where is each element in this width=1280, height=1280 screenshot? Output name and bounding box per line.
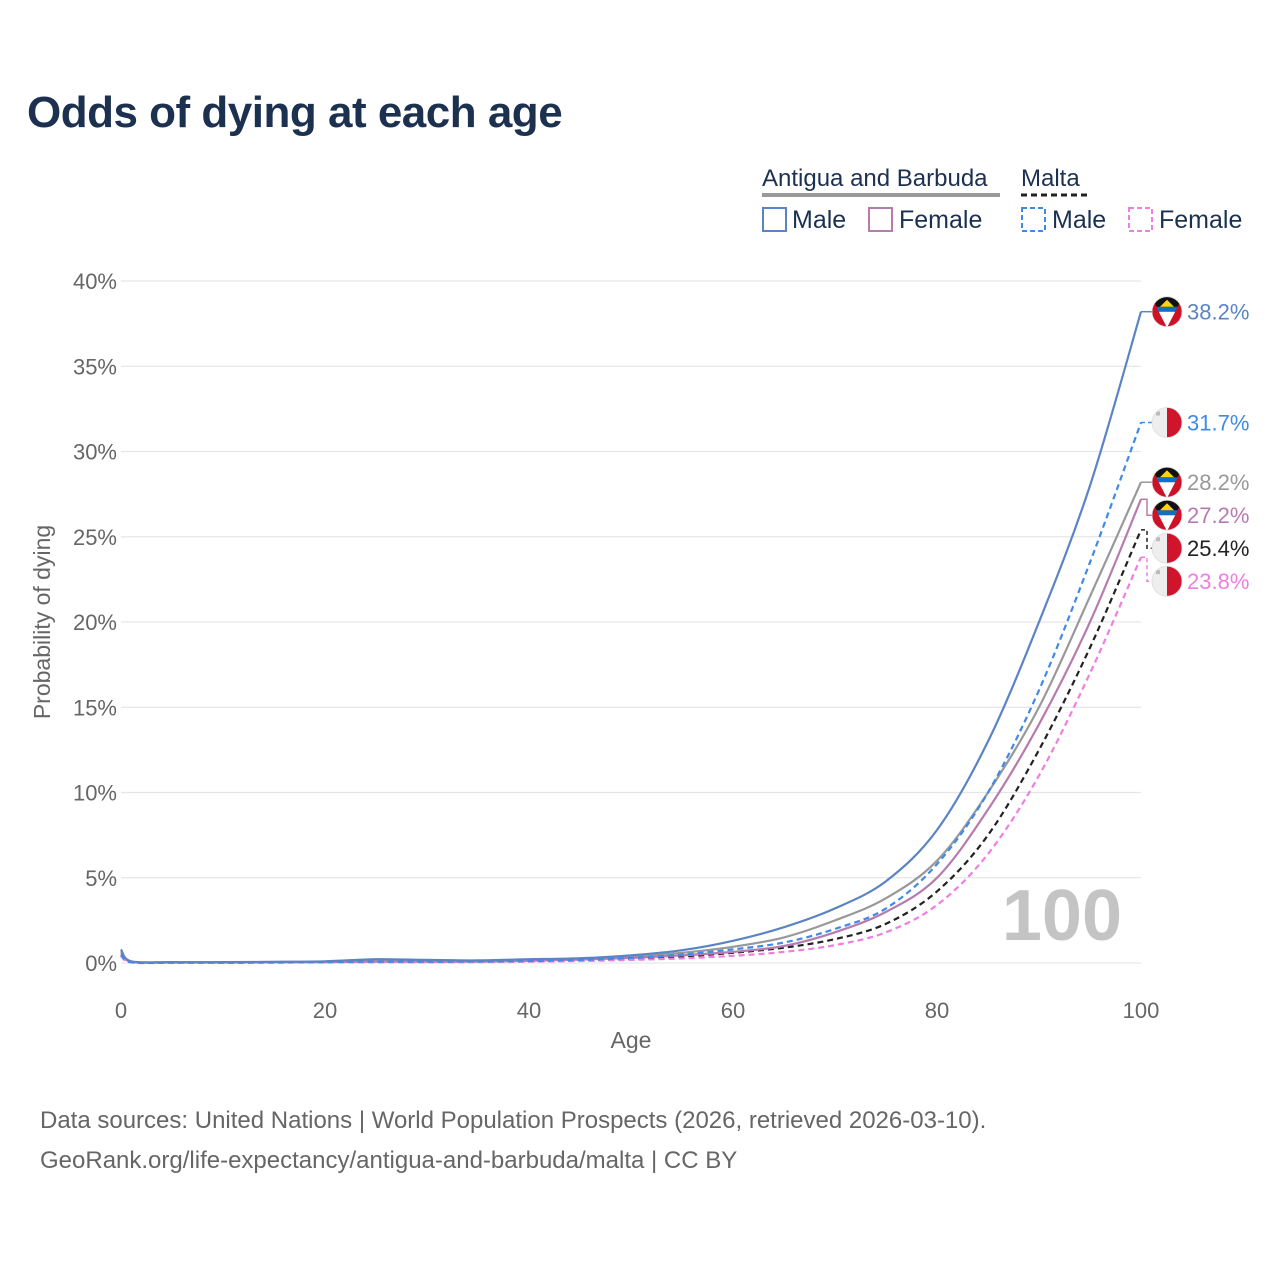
y-tick-label: 15%	[73, 695, 117, 720]
end-leader-line	[1141, 529, 1152, 549]
gridlines	[121, 280, 1141, 964]
legend-label-mt-male: Male	[1052, 206, 1106, 234]
series-line-mt-male	[120, 422, 1143, 964]
antigua-flag-icon	[1151, 296, 1183, 328]
y-tick-label: 40%	[73, 269, 117, 294]
end-value-label: 23.8%	[1187, 569, 1249, 594]
legend: Antigua and Barbuda Malta Male Female Ma…	[762, 165, 1242, 234]
series-line-ab-male	[120, 311, 1143, 964]
legend-swatch-mt-female	[1128, 207, 1153, 232]
end-leader-line	[1141, 556, 1152, 582]
end-value-label: 25.4%	[1187, 536, 1249, 561]
x-axis-title: Age	[611, 1027, 652, 1053]
end-value-label: 31.7%	[1187, 411, 1249, 436]
legend-group-malta: Malta	[1021, 165, 1080, 192]
series-end-markers: 38.2% 31.7% 28.2% 27.2% 25.4% 23.8%	[1141, 296, 1249, 597]
legend-swatch-ab-female	[868, 207, 893, 232]
end-value-label: 27.2%	[1187, 503, 1249, 528]
end-leader-line	[1141, 498, 1152, 516]
legend-label-mt-female: Female	[1159, 206, 1242, 234]
legend-swatch-ab-male	[762, 207, 787, 232]
series-line-ab-female	[120, 498, 1143, 964]
y-tick-label: 25%	[73, 525, 117, 550]
age-watermark: 100	[1002, 876, 1122, 956]
antigua-flag-icon	[1151, 466, 1183, 498]
malta-flag-icon	[1151, 407, 1183, 438]
legend-swatch-mt-male	[1021, 207, 1046, 232]
y-tick-label: 35%	[73, 354, 117, 379]
x-tick-label: 60	[721, 998, 745, 1023]
legend-group-antigua: Antigua and Barbuda	[762, 165, 988, 192]
x-tick-label: 40	[517, 998, 541, 1023]
end-value-label: 28.2%	[1187, 470, 1249, 495]
x-tick-label: 0	[115, 998, 127, 1023]
y-axis-ticks: 0% 5% 10% 15% 20% 25% 30% 35% 40%	[73, 269, 117, 976]
series-line-mt-total	[120, 529, 1143, 965]
end-value-label: 38.2%	[1187, 300, 1249, 325]
y-tick-label: 0%	[85, 951, 117, 976]
x-tick-label: 80	[925, 998, 949, 1023]
y-axis-title: Probability of dying	[29, 525, 55, 719]
y-tick-label: 5%	[85, 866, 117, 891]
series-line-ab-total	[120, 481, 1143, 964]
y-tick-label: 30%	[73, 440, 117, 465]
x-axis-ticks: 0 20 40 60 80 100	[115, 998, 1159, 1023]
legend-label-ab-male: Male	[792, 206, 846, 234]
source-line-1: Data sources: United Nations | World Pop…	[40, 1107, 987, 1134]
malta-flag-icon	[1151, 532, 1183, 564]
y-tick-label: 10%	[73, 781, 117, 806]
antigua-flag-icon	[1151, 499, 1183, 531]
series-line-mt-female	[120, 556, 1143, 965]
source-line-2: GeoRank.org/life-expectancy/antigua-and-…	[40, 1147, 738, 1174]
legend-label-ab-female: Female	[899, 206, 982, 234]
series-lines	[120, 311, 1143, 965]
x-tick-label: 100	[1123, 998, 1160, 1023]
x-tick-label: 20	[313, 998, 337, 1023]
chart-title: Odds of dying at each age	[27, 88, 563, 137]
malta-flag-icon	[1151, 565, 1183, 597]
y-tick-label: 20%	[73, 610, 117, 635]
